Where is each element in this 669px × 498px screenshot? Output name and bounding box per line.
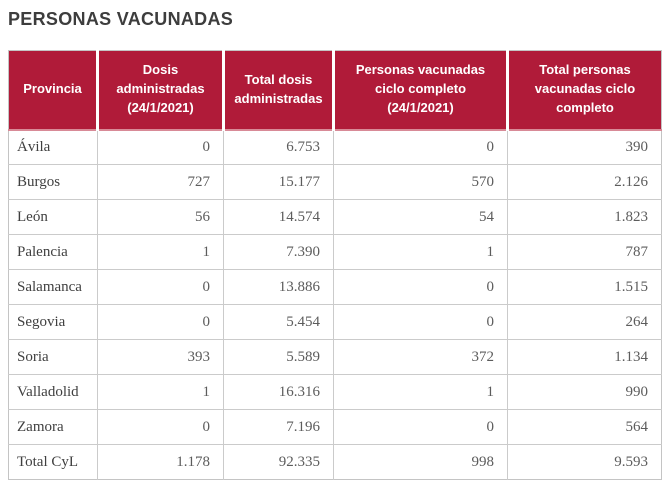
- table-row: Segovia 0 5.454 0 264: [8, 304, 662, 340]
- table-row: Palencia 1 7.390 1 787: [8, 234, 662, 270]
- value-cell: 0: [97, 129, 224, 165]
- value-cell: 1.178: [97, 444, 224, 480]
- value-cell: 372: [333, 339, 508, 375]
- value-cell: 0: [97, 409, 224, 445]
- table-header: Provincia Dosis administradas (24/1/2021)…: [8, 50, 662, 131]
- province-cell: Salamanca: [8, 269, 98, 305]
- province-cell: Segovia: [8, 304, 98, 340]
- value-cell: 9.593: [507, 444, 662, 480]
- column-header: Total dosis administradas: [222, 50, 334, 131]
- value-cell: 5.454: [223, 304, 334, 340]
- table-row: Ávila 0 6.753 0 390: [9, 129, 662, 165]
- value-cell: 787: [507, 234, 662, 270]
- value-cell: 1: [97, 374, 224, 410]
- column-header: Provincia: [8, 50, 98, 131]
- value-cell: 92.335: [223, 444, 334, 480]
- province-cell: Total CyL: [8, 444, 98, 480]
- province-cell: León: [8, 199, 98, 235]
- table-row: León 56 14.574 54 1.823: [8, 199, 662, 235]
- province-cell: Soria: [8, 339, 98, 375]
- value-cell: 56: [97, 199, 224, 235]
- table-row: Salamanca 0 13.886 0 1.515: [8, 269, 662, 305]
- value-cell: 0: [333, 269, 508, 305]
- value-cell: 390: [507, 129, 662, 165]
- value-cell: 570: [333, 164, 508, 200]
- table-row: Burgos 727 15.177 570 2.126: [8, 164, 662, 200]
- value-cell: 1: [97, 234, 224, 270]
- value-cell: 15.177: [223, 164, 334, 200]
- value-cell: 990: [507, 374, 662, 410]
- province-cell: Valladolid: [8, 374, 98, 410]
- value-cell: 5.589: [223, 339, 334, 375]
- value-cell: 7.196: [223, 409, 334, 445]
- table-body: Ávila 0 6.753 0 390 Burgos 727 15.177 570 2.126 Le…: [8, 129, 662, 480]
- value-cell: 727: [97, 164, 224, 200]
- table-row: Soria 393 5.589 372 1.134: [8, 339, 662, 375]
- page-title: PERSONAS VACUNADAS: [8, 9, 234, 29]
- value-cell: 1.823: [507, 199, 662, 235]
- page-container: PERSONAS VACUNADAS Provincia Dosis admini…: [8, 9, 662, 480]
- value-cell: 998: [333, 444, 508, 480]
- value-cell: 564: [507, 409, 662, 445]
- value-cell: 1: [333, 374, 508, 410]
- value-cell: 0: [333, 409, 508, 445]
- value-cell: 0: [97, 269, 224, 305]
- province-cell: Ávila: [17, 138, 51, 155]
- province-cell: Zamora: [8, 409, 98, 445]
- value-cell: 16.316: [223, 374, 334, 410]
- value-cell: 264: [507, 304, 662, 340]
- column-header: Personas vacunadas ciclo completo (24/1/…: [332, 50, 508, 131]
- value-cell: 2.126: [507, 164, 662, 200]
- table-header-row: Provincia Dosis administradas (24/1/2021)…: [8, 50, 662, 131]
- table-total-row: Total CyL 1.178 92.335 998 9.593: [8, 444, 662, 480]
- value-cell: 6.753: [223, 129, 334, 165]
- value-cell: 1.515: [507, 269, 662, 305]
- value-cell: 14.574: [223, 199, 334, 235]
- value-cell: 7.390: [223, 234, 334, 270]
- column-header: Dosis administradas (24/1/2021): [96, 50, 224, 131]
- value-cell: 0: [333, 129, 508, 165]
- province-cell: Burgos: [8, 164, 98, 200]
- value-cell: 1: [333, 234, 508, 270]
- table-row: Zamora 0 7.196 0 564: [8, 409, 662, 445]
- value-cell: 0: [97, 304, 224, 340]
- value-cell: 393: [97, 339, 224, 375]
- table-row: Valladolid 1 16.316 1 990: [8, 374, 662, 410]
- province-cell: Palencia: [8, 234, 98, 270]
- value-cell: 1.134: [507, 339, 662, 375]
- column-header: Total personas vacunadas ciclo completo: [506, 50, 662, 131]
- value-cell: 0: [333, 304, 508, 340]
- value-cell: 13.886: [223, 269, 334, 305]
- value-cell: 54: [333, 199, 508, 235]
- vaccination-table: Provincia Dosis administradas (24/1/2021)…: [8, 50, 662, 480]
